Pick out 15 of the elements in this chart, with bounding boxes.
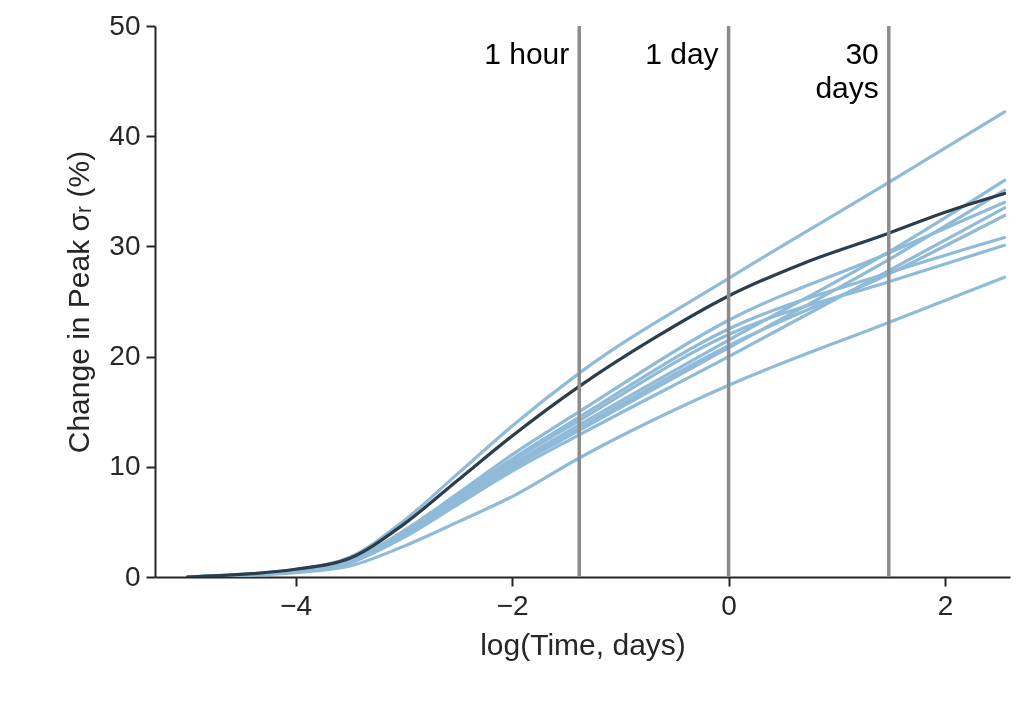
ref-line-label: 1 hour: [484, 37, 570, 70]
ref-line-label: 1 day: [645, 37, 719, 70]
x-tick-label: 2: [937, 589, 954, 621]
x-tick-label: −2: [496, 589, 529, 621]
y-axis-title: Change in Peak σᵣ (%): [62, 150, 96, 454]
y-tick-label: 40: [109, 119, 141, 151]
x-tick-label: −4: [280, 589, 313, 621]
x-tick-label: 0: [721, 589, 737, 621]
y-tick-label: 50: [109, 9, 141, 41]
y-tick-label: 0: [124, 560, 141, 592]
x-axis-title: log(Time, days): [480, 627, 686, 661]
y-tick-label: 10: [109, 450, 141, 482]
ref-line-label: 30 days: [815, 37, 879, 104]
y-tick-label: 20: [109, 340, 141, 372]
y-tick-label: 30: [109, 229, 141, 261]
